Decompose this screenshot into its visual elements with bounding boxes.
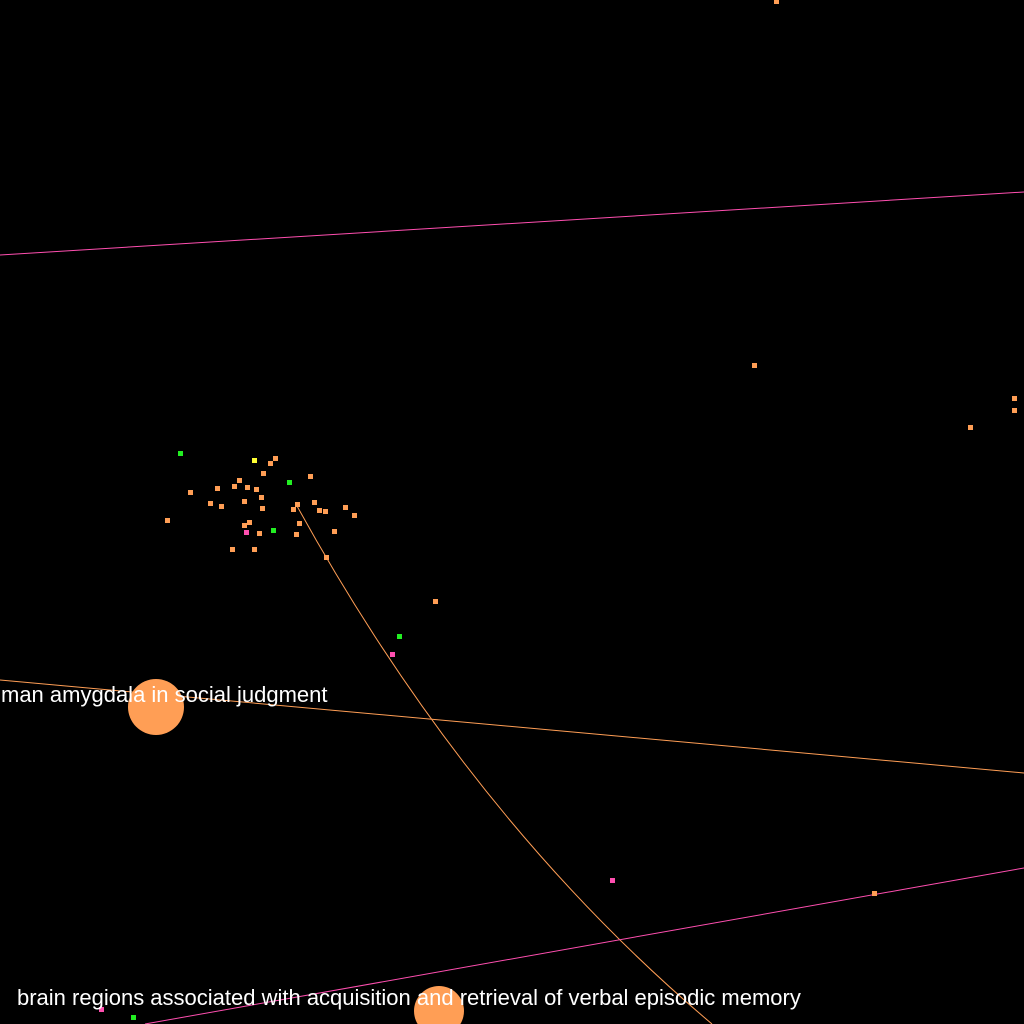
graph-node[interactable] [968, 425, 973, 430]
graph-node[interactable] [1012, 408, 1017, 413]
graph-node[interactable] [352, 513, 357, 518]
graph-node[interactable] [872, 891, 877, 896]
graph-node[interactable] [261, 471, 266, 476]
graph-node[interactable] [323, 509, 328, 514]
graph-node[interactable] [131, 1015, 136, 1020]
graph-node[interactable] [324, 555, 329, 560]
graph-node[interactable] [312, 500, 317, 505]
graph-node[interactable] [273, 456, 278, 461]
graph-node[interactable] [260, 506, 265, 511]
node-label-memory: brain regions associated with acquisitio… [17, 985, 801, 1010]
graph-node[interactable] [433, 599, 438, 604]
edge-bottom-pink [144, 867, 1024, 1024]
graph-node[interactable] [774, 0, 779, 4]
graph-node[interactable] [268, 461, 273, 466]
graph-node[interactable] [242, 499, 247, 504]
edge-diagonal-orange [296, 505, 713, 1024]
graph-node[interactable] [245, 485, 250, 490]
graph-node[interactable] [230, 547, 235, 552]
large-node-memory[interactable] [414, 986, 464, 1024]
graph-node[interactable] [165, 518, 170, 523]
graph-node[interactable] [332, 529, 337, 534]
large-node-amygdala[interactable] [128, 679, 184, 735]
graph-node[interactable] [271, 528, 276, 533]
node-label-amygdala: man amygdala in social judgment [1, 682, 328, 707]
graph-node[interactable] [752, 363, 757, 368]
graph-node[interactable] [215, 486, 220, 491]
graph-node[interactable] [294, 532, 299, 537]
graph-node[interactable] [295, 502, 300, 507]
graph-node[interactable] [188, 490, 193, 495]
graph-node[interactable] [397, 634, 402, 639]
graph-node[interactable] [308, 474, 313, 479]
edge-top-pink [0, 191, 1024, 256]
graph-node[interactable] [247, 520, 252, 525]
graph-node[interactable] [287, 480, 292, 485]
graph-node[interactable] [252, 458, 257, 463]
graph-node[interactable] [254, 487, 259, 492]
graph-node[interactable] [1012, 396, 1017, 401]
graph-node[interactable] [232, 484, 237, 489]
graph-node[interactable] [291, 507, 296, 512]
graph-node[interactable] [208, 501, 213, 506]
graph-node[interactable] [257, 531, 262, 536]
graph-node[interactable] [219, 504, 224, 509]
graph-node[interactable] [252, 547, 257, 552]
graph-node[interactable] [297, 521, 302, 526]
graph-node[interactable] [237, 478, 242, 483]
graph-node[interactable] [242, 523, 247, 528]
graph-node[interactable] [244, 530, 249, 535]
graph-node[interactable] [317, 508, 322, 513]
graph-node[interactable] [610, 878, 615, 883]
graph-node[interactable] [99, 1007, 104, 1012]
graph-node[interactable] [343, 505, 348, 510]
graph-node[interactable] [178, 451, 183, 456]
small-nodes [99, 0, 1017, 1020]
graph-node[interactable] [259, 495, 264, 500]
graph-node[interactable] [390, 652, 395, 657]
